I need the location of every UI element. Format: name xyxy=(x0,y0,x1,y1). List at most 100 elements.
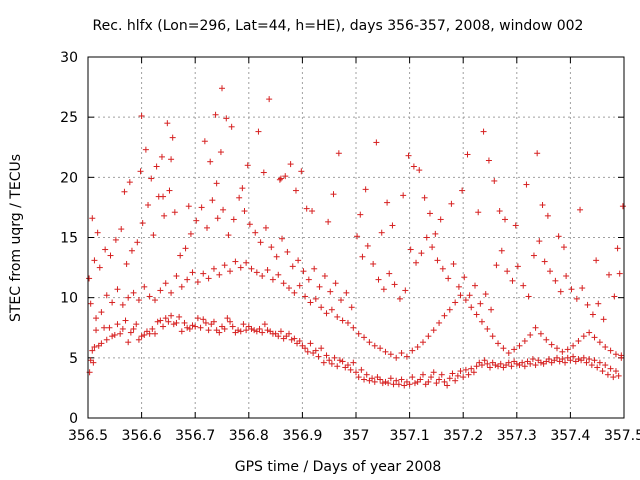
data-point xyxy=(544,212,551,219)
data-point xyxy=(252,229,259,236)
data-point xyxy=(227,268,234,275)
x-tick-label: 357.2 xyxy=(443,428,483,444)
chart-title: Rec. hlfx (Lon=296, Lat=44, h=HE), days … xyxy=(93,18,584,34)
data-point xyxy=(241,208,248,215)
data-point xyxy=(243,259,250,266)
data-point xyxy=(146,330,153,337)
data-point xyxy=(505,359,512,366)
data-point xyxy=(277,328,284,335)
data-point xyxy=(103,336,110,343)
data-point xyxy=(614,245,621,252)
data-point xyxy=(336,357,343,364)
data-point xyxy=(406,381,413,388)
data-point xyxy=(182,245,189,252)
data-point xyxy=(201,138,208,145)
data-point xyxy=(221,262,228,269)
data-point xyxy=(304,348,311,355)
data-point xyxy=(315,353,322,360)
data-point xyxy=(449,370,456,377)
data-point xyxy=(470,369,477,376)
data-point xyxy=(393,354,400,361)
data-point xyxy=(229,323,236,330)
data-point xyxy=(393,377,400,384)
data-point xyxy=(162,315,169,322)
data-point xyxy=(414,344,421,351)
data-point xyxy=(426,210,433,217)
x-tick-label: 357.5 xyxy=(604,428,640,444)
data-point xyxy=(466,292,473,299)
x-tick-label: 356.8 xyxy=(229,428,269,444)
data-point xyxy=(439,265,446,272)
data-point xyxy=(225,232,232,239)
data-point xyxy=(387,375,394,382)
x-tick-label: 356.9 xyxy=(282,428,322,444)
data-point xyxy=(537,359,544,366)
data-point xyxy=(464,151,471,158)
data-point xyxy=(300,268,307,275)
data-point xyxy=(618,354,625,361)
data-point xyxy=(432,230,439,237)
data-point xyxy=(91,257,98,264)
data-point xyxy=(93,327,100,334)
data-point xyxy=(405,152,412,159)
data-point xyxy=(548,341,555,348)
data-point xyxy=(605,271,612,278)
data-point xyxy=(158,153,165,160)
data-point xyxy=(284,248,291,255)
data-point xyxy=(485,157,492,164)
data-point xyxy=(436,319,443,326)
data-point xyxy=(307,299,314,306)
data-point xyxy=(193,217,200,224)
data-point xyxy=(491,177,498,184)
data-point xyxy=(106,324,113,331)
data-point xyxy=(256,325,263,332)
data-point xyxy=(264,266,271,273)
data-point xyxy=(354,233,361,240)
data-point xyxy=(591,357,598,364)
data-point xyxy=(446,306,453,313)
data-point xyxy=(205,327,212,334)
x-axis-label: GPS time / Days of year 2008 xyxy=(235,459,442,475)
data-point xyxy=(98,340,105,347)
data-point xyxy=(91,344,98,351)
data-point xyxy=(130,325,137,332)
data-point xyxy=(398,376,405,383)
data-point xyxy=(373,139,380,146)
x-tick-label: 357.1 xyxy=(390,428,430,444)
data-point xyxy=(559,356,566,363)
data-point xyxy=(425,333,432,340)
data-point xyxy=(98,309,105,316)
data-point xyxy=(121,188,128,195)
data-point xyxy=(364,242,371,249)
data-point xyxy=(114,286,121,293)
data-point xyxy=(607,365,614,372)
data-point xyxy=(436,376,443,383)
data-point xyxy=(452,377,459,384)
data-point xyxy=(154,318,161,325)
data-point xyxy=(148,175,155,182)
data-point xyxy=(318,345,325,352)
data-point xyxy=(146,293,153,300)
y-tick-label: 30 xyxy=(60,50,78,66)
data-point xyxy=(371,342,378,349)
data-point xyxy=(291,335,298,342)
data-point xyxy=(395,381,402,388)
data-point xyxy=(418,250,425,257)
data-point xyxy=(575,356,582,363)
data-point xyxy=(378,229,385,236)
data-point xyxy=(484,360,491,367)
data-point xyxy=(371,378,378,385)
data-point xyxy=(138,333,145,340)
data-point xyxy=(268,244,275,251)
data-point xyxy=(261,321,268,328)
data-point xyxy=(615,372,622,379)
data-point xyxy=(275,333,282,340)
data-point xyxy=(232,258,239,265)
data-point xyxy=(302,345,309,352)
data-point xyxy=(184,324,191,331)
grid-lines xyxy=(88,57,624,418)
data-point xyxy=(298,168,305,175)
data-point xyxy=(616,270,623,277)
data-point xyxy=(286,330,292,337)
data-point xyxy=(101,324,108,331)
